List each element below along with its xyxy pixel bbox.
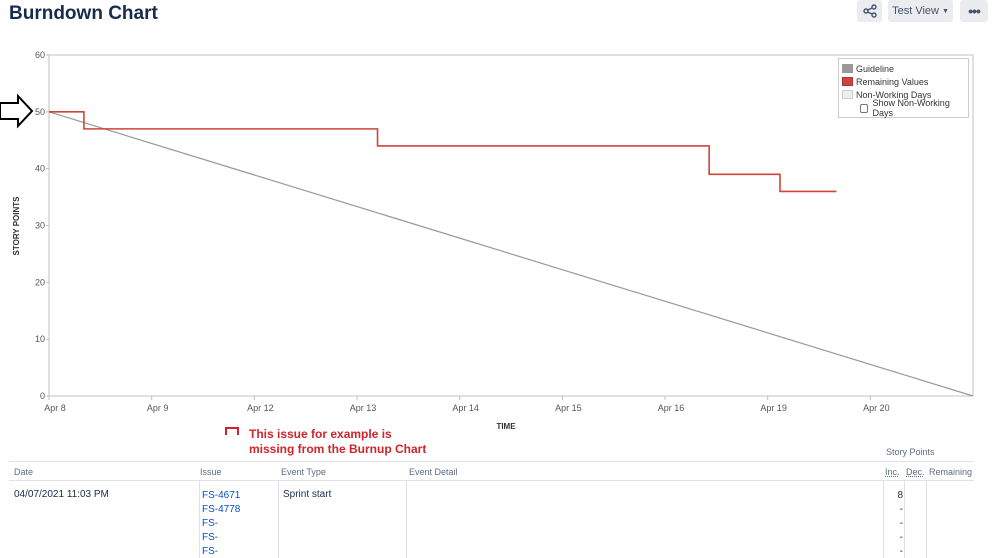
row-inc-values: 8 - - - - (889, 489, 903, 558)
more-actions-button[interactable]: ••• (960, 0, 988, 22)
legend-item-non-working-days: Non-Working Days (842, 88, 965, 101)
issue-link[interactable]: FS-4671 (202, 490, 241, 501)
share-icon (862, 4, 877, 18)
legend-swatch-remaining-values (842, 77, 853, 86)
inc-value: - (899, 518, 903, 529)
show-non-working-days-toggle[interactable]: Show Non-Working Days (842, 98, 965, 118)
view-selector-button[interactable]: Test View ▼ (888, 0, 953, 22)
share-button[interactable] (857, 0, 882, 22)
y-tick-label: 30 (35, 221, 45, 231)
annotation-line-2: missing from the Burnup Chart (249, 442, 427, 456)
caret-down-icon: ▼ (941, 7, 949, 15)
inc-value: - (899, 546, 903, 557)
story-points-caption: Story Points (886, 447, 935, 457)
col-divider (406, 481, 407, 558)
table-row: 04/07/2021 11:03 PM FS-4671 FS-4778 FS- … (9, 481, 974, 558)
col-divider (883, 481, 884, 558)
row-date: 04/07/2021 11:03 PM (14, 489, 109, 500)
view-selector-label: Test View (892, 5, 939, 17)
y-tick-label: 50 (35, 107, 45, 117)
legend-swatch-non-working-days (842, 90, 853, 99)
y-tick-label: 60 (35, 50, 45, 60)
header-dec: Dec. (906, 467, 925, 477)
legend-item-remaining-values: Remaining Values (842, 75, 965, 88)
x-tick-label: Apr 15 (555, 403, 582, 413)
row-event-type: Sprint start (283, 489, 332, 500)
chart-legend: Guideline Remaining Values Non-Working D… (838, 58, 969, 118)
x-tick-label: Apr 13 (350, 403, 377, 413)
header-issue: Issue (200, 467, 222, 477)
down-arrow-annotation-icon (225, 427, 239, 435)
x-tick-label: Apr 16 (658, 403, 685, 413)
issue-link[interactable]: FS- (202, 518, 219, 529)
page-title: Burndown Chart (9, 3, 158, 24)
y-tick-label: 20 (35, 277, 45, 287)
x-tick-label: Apr 12 (247, 403, 274, 413)
more-icon: ••• (968, 3, 981, 19)
series-line-guideline (48, 111, 974, 397)
x-axis-title: TIME (496, 422, 516, 431)
inc-value: 8 (897, 490, 903, 501)
col-divider (904, 481, 905, 558)
events-table: Date Issue Event Type Event Detail Inc. … (9, 461, 974, 558)
col-divider (199, 481, 200, 558)
row-issues: FS-4671 FS-4778 FS- FS- FS- (202, 489, 240, 558)
annotation-note: This issue for example is missing from t… (249, 427, 426, 457)
arrow-annotation-icon (0, 93, 34, 129)
header-event-type: Event Type (281, 467, 326, 477)
x-tick-label: Apr 9 (147, 403, 169, 413)
col-divider (278, 481, 279, 558)
x-tick-label: Apr 14 (452, 403, 479, 413)
legend-label-remaining-values: Remaining Values (856, 76, 929, 87)
header-remaining: Remaining (929, 467, 973, 477)
show-non-working-days-checkbox[interactable] (860, 103, 869, 113)
burndown-chart: 0 10 20 30 40 50 60 Apr 8 Apr 9 Apr 12 Apr 13 Apr … (0, 50, 974, 435)
y-axis-title: STORY POINTS (12, 196, 21, 256)
annotation-line-1: This issue for example is (249, 427, 392, 441)
issue-link[interactable]: FS-4778 (202, 504, 241, 515)
header-date: Date (14, 467, 34, 477)
issue-link[interactable]: FS- (202, 546, 219, 557)
plot-area (48, 54, 974, 397)
header-event-detail: Event Detail (409, 467, 458, 477)
series-line-remaining-values (49, 111, 837, 193)
header-inc: Inc. (885, 467, 900, 477)
y-tick-label: 10 (35, 334, 45, 344)
x-tick-label: Apr 8 (44, 403, 66, 413)
col-divider (926, 481, 927, 558)
y-tick-label: 40 (35, 164, 45, 174)
legend-swatch-guideline (842, 64, 853, 73)
table-header: Date Issue Event Type Event Detail Inc. … (9, 461, 974, 481)
inc-value: - (899, 504, 903, 515)
y-tick-label: 0 (40, 391, 45, 401)
x-tick-label: Apr 19 (760, 403, 787, 413)
show-non-working-days-label: Show Non-Working Days (872, 98, 950, 118)
legend-label-guideline: Guideline (856, 63, 895, 74)
legend-item-guideline: Guideline (842, 62, 965, 75)
legend-label-non-working-days: Non-Working Days (856, 89, 932, 100)
x-tick-label: Apr 20 (863, 403, 890, 413)
issue-link[interactable]: FS- (202, 532, 219, 543)
inc-value: - (899, 532, 903, 543)
